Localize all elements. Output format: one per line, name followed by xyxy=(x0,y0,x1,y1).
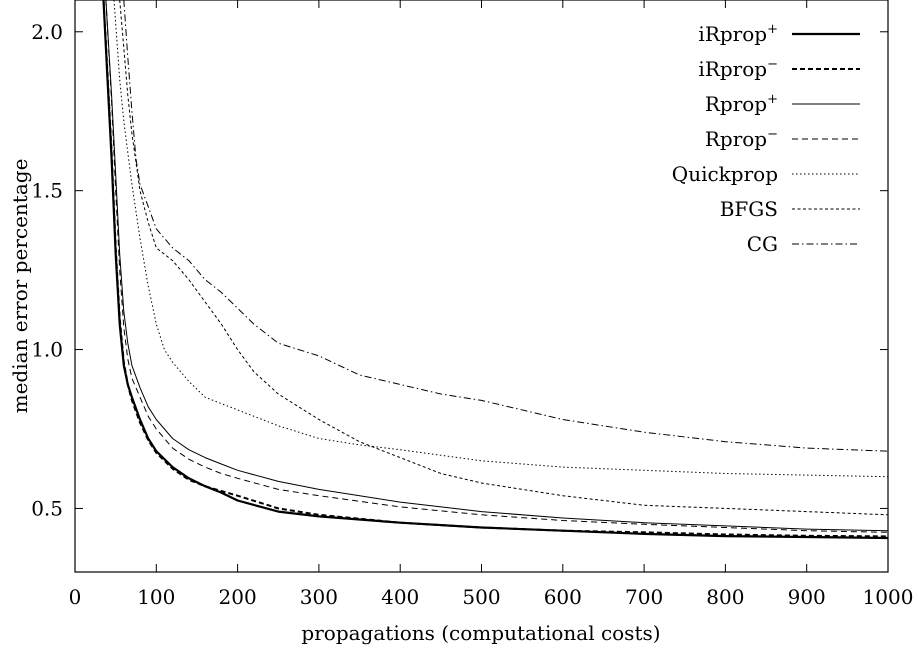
x-tick-label: 0 xyxy=(69,585,82,609)
series-line-5 xyxy=(119,0,888,516)
legend-label-0: iRprop+ xyxy=(698,22,778,46)
y-tick-label: 0.5 xyxy=(31,496,63,520)
x-tick-label: 300 xyxy=(300,585,338,609)
x-tick-label: 100 xyxy=(137,585,175,609)
x-tick-label: 700 xyxy=(625,585,663,609)
x-tick-label: 500 xyxy=(462,585,500,609)
series-layer xyxy=(102,0,888,540)
x-tick-label: 800 xyxy=(706,585,744,609)
legend: iRprop+ iRprop− Rprop+ Rprop− Quickprop BFGS C… xyxy=(672,22,860,256)
x-axis-ticks: 0 100 200 300 400 500 600 700 800 900 1000 xyxy=(69,0,914,609)
series-line-6 xyxy=(123,0,888,452)
legend-label-sup: + xyxy=(767,92,778,107)
legend-label-5: BFGS xyxy=(720,197,778,221)
series-line-3 xyxy=(105,0,888,533)
x-tick-label: 200 xyxy=(219,585,257,609)
plot-frame xyxy=(74,0,889,573)
series-line-4 xyxy=(113,0,888,478)
y-tick-label: 1.5 xyxy=(31,179,63,203)
x-tick-label: 400 xyxy=(381,585,419,609)
y-tick-label: 1.0 xyxy=(31,338,63,362)
y-tick-label: 2.0 xyxy=(31,20,63,44)
legend-label-6: CG xyxy=(747,232,778,256)
series-line-2 xyxy=(105,0,888,532)
legend-label-2: Rprop+ xyxy=(705,92,778,116)
legend-label-3: Rprop− xyxy=(705,127,778,151)
y-axis-ticks: 0.5 1.0 1.5 2.0 xyxy=(31,20,888,520)
legend-label-sup: + xyxy=(767,22,778,37)
x-axis-title: propagations (computational costs) xyxy=(301,621,660,645)
legend-label-sup: − xyxy=(767,57,778,72)
y-axis-title: median error percentage xyxy=(8,159,32,414)
legend-label-sup: − xyxy=(767,127,778,142)
x-tick-label: 900 xyxy=(788,585,826,609)
series-line-0 xyxy=(102,0,888,540)
legend-label-1: iRprop− xyxy=(698,57,778,81)
series-line-1 xyxy=(102,0,888,538)
legend-label-4: Quickprop xyxy=(672,162,778,186)
x-tick-label: 1000 xyxy=(863,585,914,609)
x-tick-label: 600 xyxy=(544,585,582,609)
